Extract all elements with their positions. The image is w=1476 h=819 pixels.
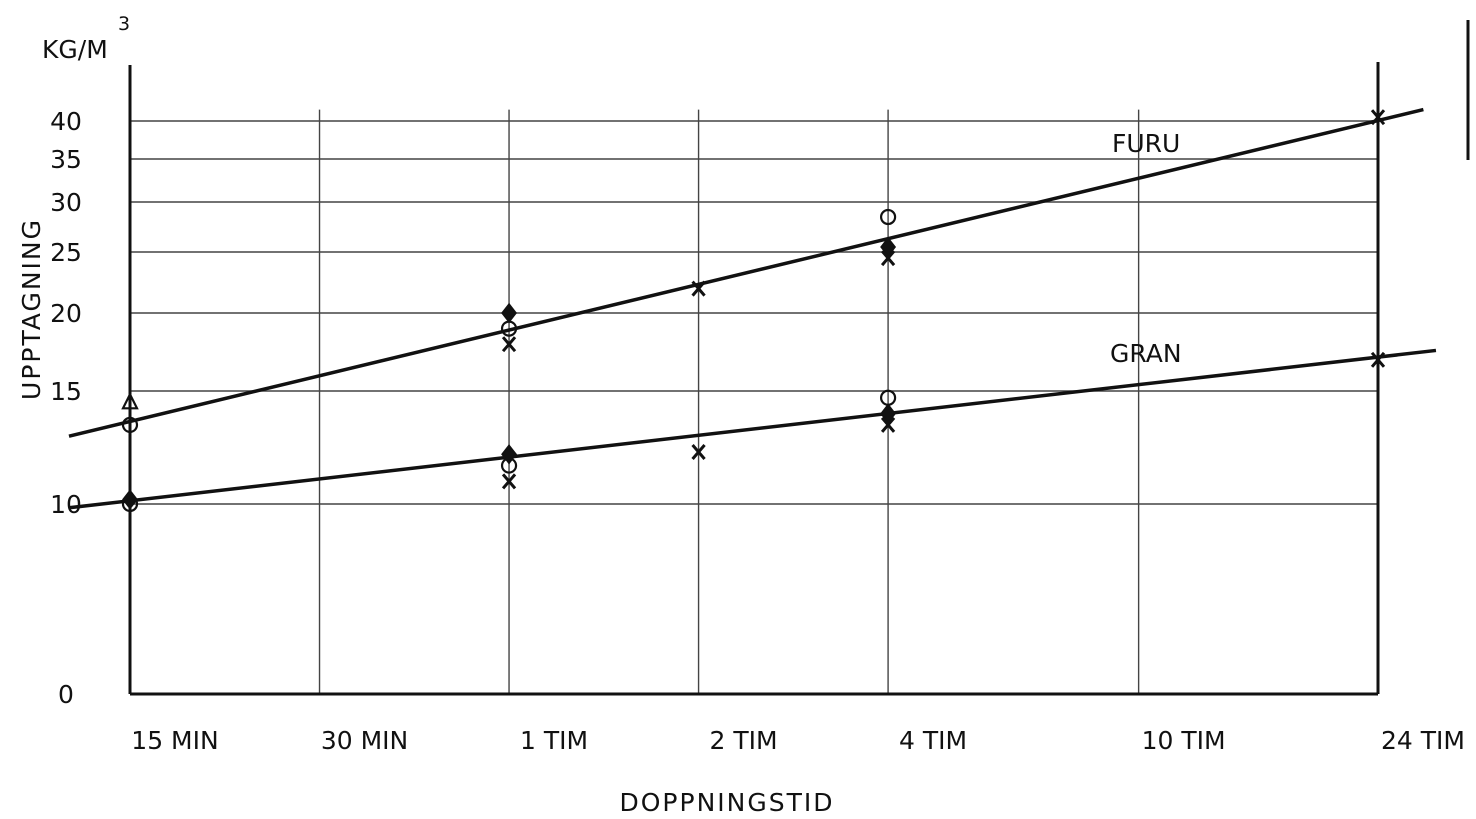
x-axis-title: DOPPNINGSTID xyxy=(620,788,835,817)
y-tick-label: 30 xyxy=(50,188,82,217)
x-tick-label: 1 TIM xyxy=(520,726,588,755)
y-tick-label: 40 xyxy=(50,107,82,136)
marker-circle-furu xyxy=(500,320,518,337)
marker-circle-furu xyxy=(121,416,139,433)
marker-cross-gran xyxy=(880,416,896,433)
marker-circle-gran xyxy=(500,457,518,474)
x-tick-label: 30 MIN xyxy=(321,726,408,755)
fit-line-gran xyxy=(68,348,1437,510)
y-tick-label: 0 xyxy=(58,680,74,709)
y-tick-label: 35 xyxy=(50,145,82,174)
y-tick-label: 10 xyxy=(50,490,82,519)
grid xyxy=(130,109,1379,694)
x-tick-label: 4 TIM xyxy=(899,726,967,755)
y-unit-label: KG/M xyxy=(42,35,108,64)
marker-circle-furu xyxy=(879,208,897,226)
marker-cross-gran xyxy=(1370,351,1386,368)
x-tick-label: 24 TIM xyxy=(1381,726,1465,755)
y-tick-label: 25 xyxy=(50,238,82,267)
marker-cross-furu xyxy=(501,336,517,353)
data-markers xyxy=(121,109,1386,513)
tick-labels: 0 10 15 20 25 30 35 40 15 MIN 30 MIN 1 TIM 2 TIM 4 T… xyxy=(50,107,1465,755)
marker-diamond-gran xyxy=(122,489,138,510)
marker-cross-furu xyxy=(1370,109,1386,126)
marker-circle-gran xyxy=(121,495,139,513)
x-tick-label: 10 TIM xyxy=(1142,726,1226,755)
marker-diamond-furu xyxy=(501,302,517,324)
y-unit-exponent: 3 xyxy=(118,13,130,35)
y-tick-label: 20 xyxy=(50,299,82,328)
marker-cross-gran xyxy=(501,473,517,490)
fit-lines xyxy=(68,107,1437,510)
series-label-furu: FURU xyxy=(1112,129,1180,158)
marker-cross-furu xyxy=(880,250,896,267)
y-tick-label: 15 xyxy=(50,377,82,406)
axes xyxy=(128,62,1380,696)
fit-line-furu xyxy=(68,107,1424,438)
x-tick-label: 2 TIM xyxy=(710,726,778,755)
x-tick-label: 15 MIN xyxy=(131,726,218,755)
series-label-gran: GRAN xyxy=(1110,339,1182,368)
marker-cross-gran xyxy=(691,444,706,460)
marker-cross-furu xyxy=(691,280,706,297)
marker-triangle-furu xyxy=(121,391,139,410)
y-axis-title: UPPTAGNING xyxy=(17,218,46,400)
